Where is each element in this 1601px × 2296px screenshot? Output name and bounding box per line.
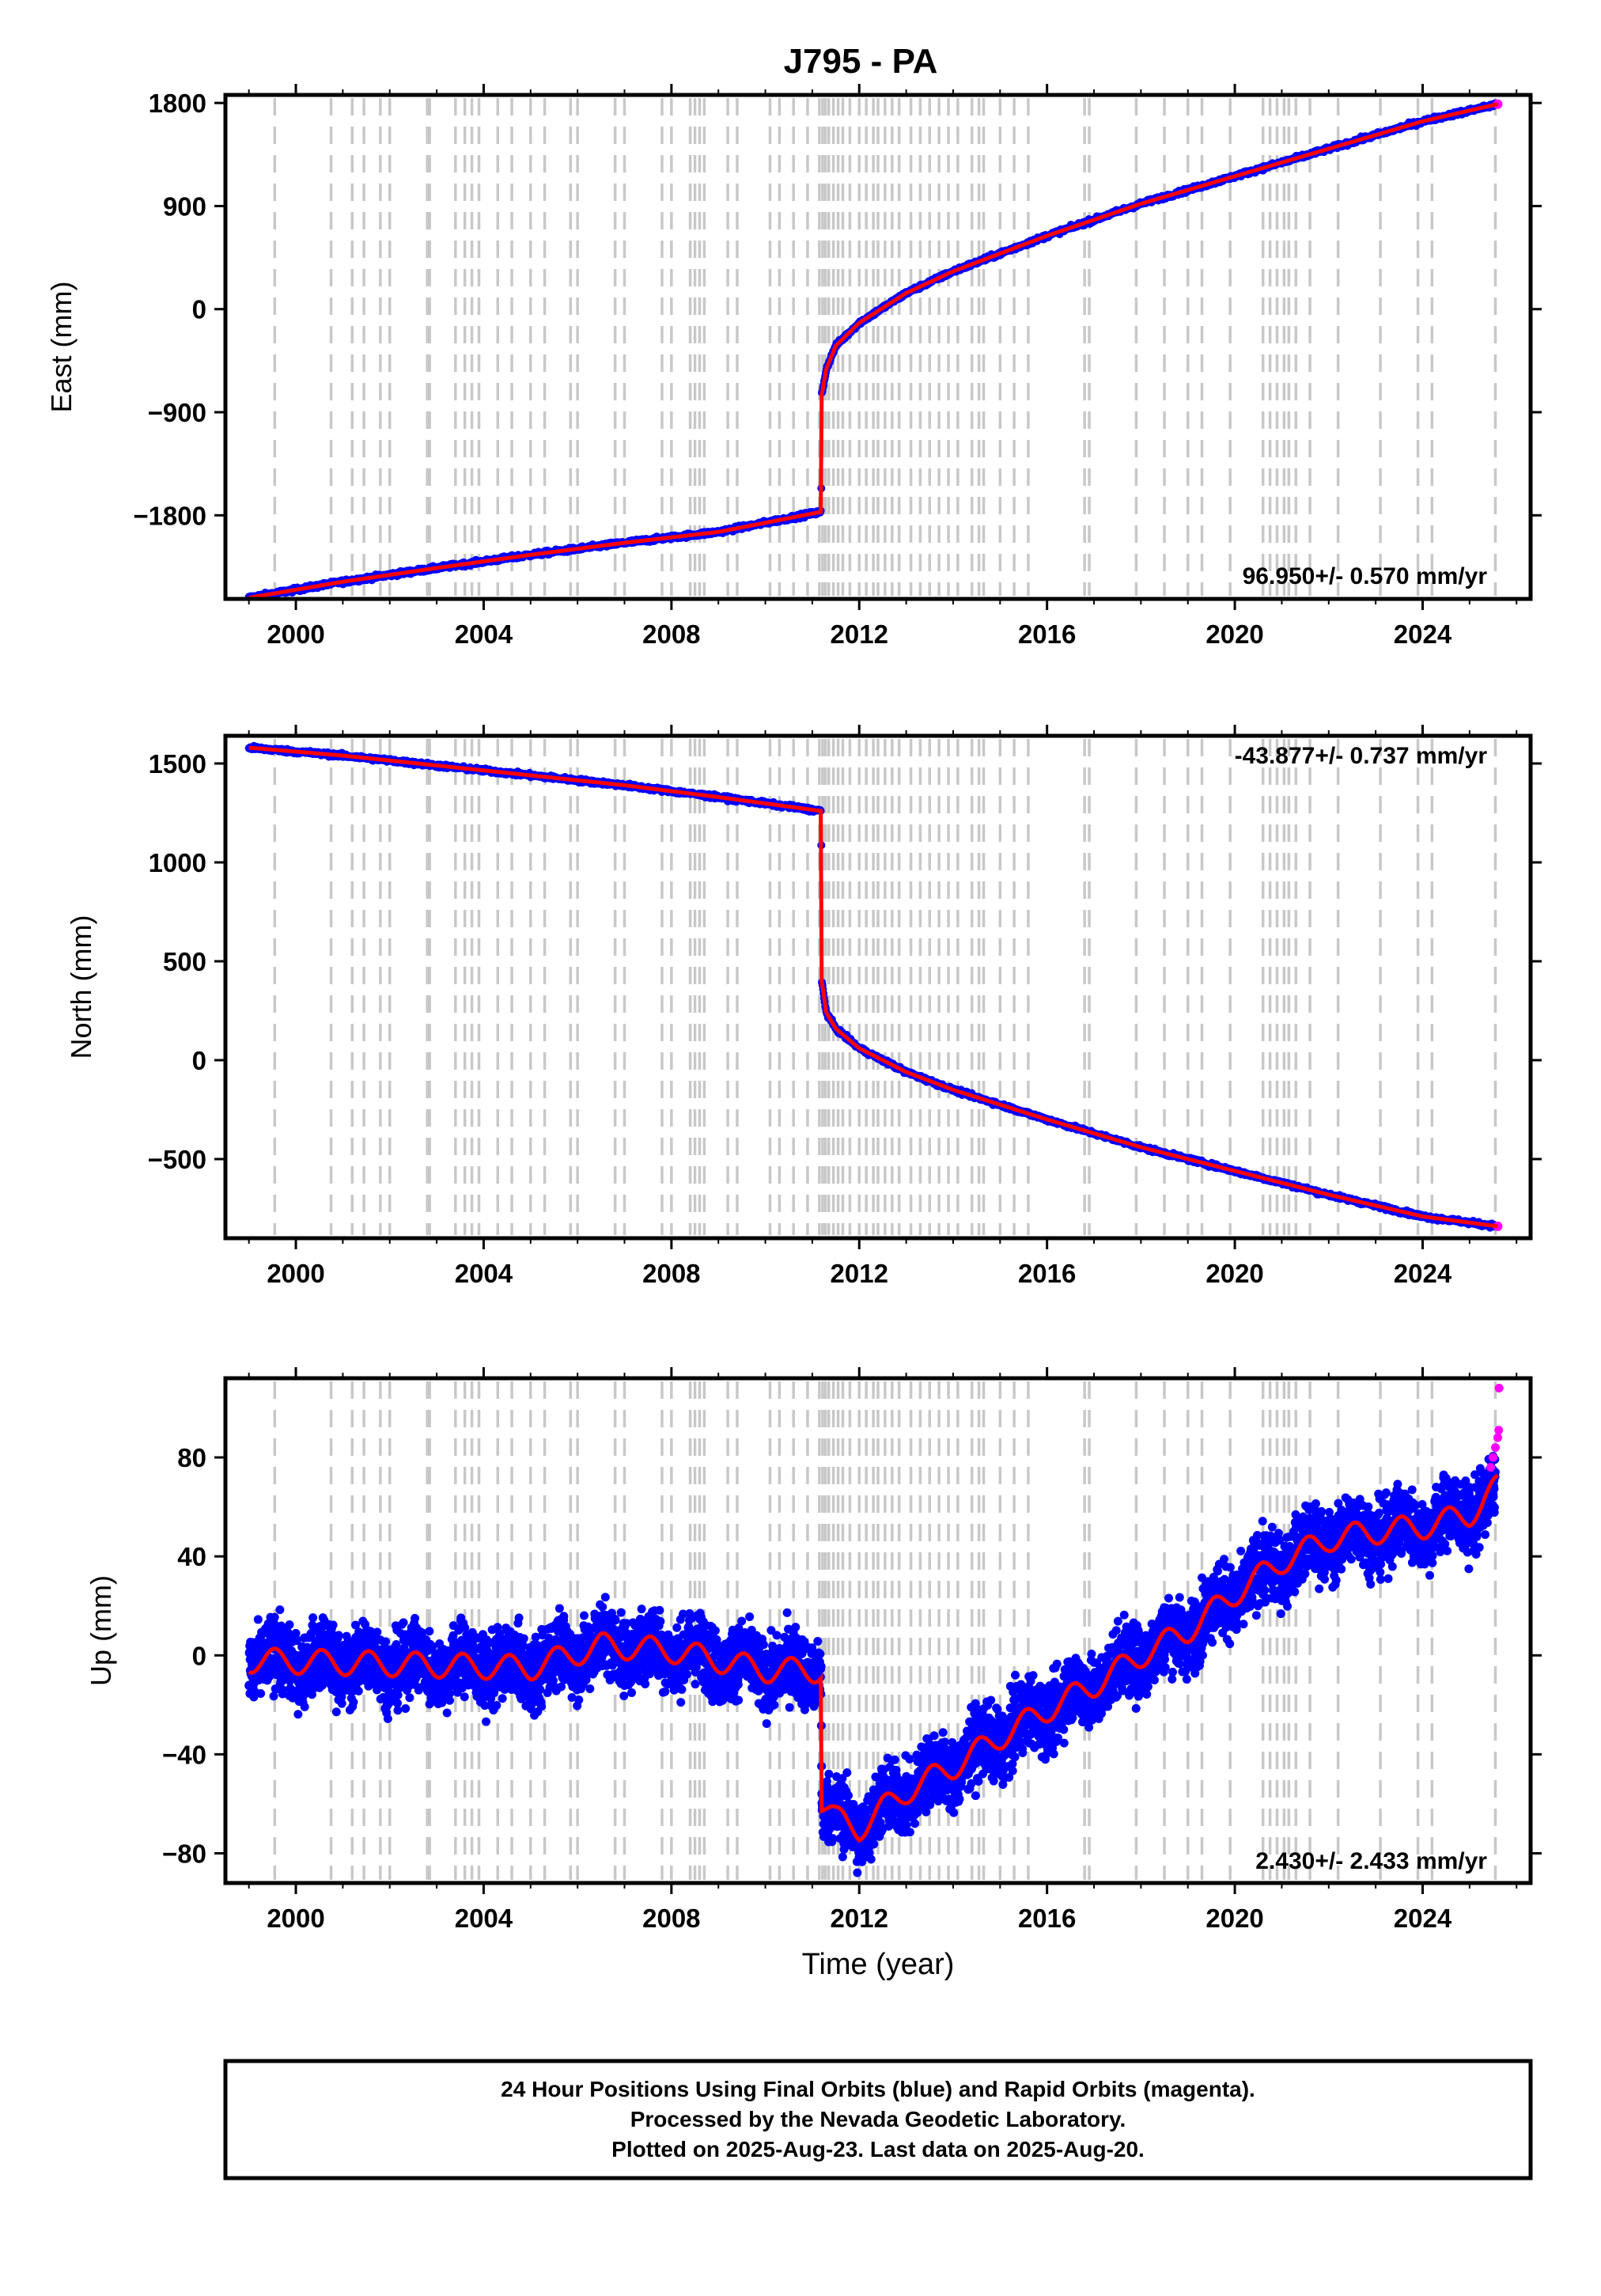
east-points bbox=[244, 99, 1503, 599]
east-frame bbox=[223, 93, 1533, 601]
figure-title: J795 - PA bbox=[784, 42, 938, 81]
north-xtick-label: 2012 bbox=[831, 1259, 888, 1288]
north-ytick-label: 500 bbox=[163, 947, 206, 976]
north-xtick-label: 2000 bbox=[267, 1259, 324, 1288]
north-ytick-label: 0 bbox=[192, 1046, 206, 1075]
east-y-axis-label: East (mm) bbox=[45, 282, 78, 413]
north-xtick-label: 2004 bbox=[455, 1259, 513, 1288]
east-xtick-label: 2024 bbox=[1394, 619, 1452, 649]
north-ytick-label: 1500 bbox=[149, 749, 206, 779]
north-xtick-label: 2016 bbox=[1018, 1259, 1076, 1288]
north-xtick-label: 2020 bbox=[1205, 1259, 1263, 1288]
east-xtick-label: 2016 bbox=[1018, 619, 1076, 649]
up-final-point bbox=[270, 1612, 279, 1622]
north-ytick-label: −500 bbox=[148, 1145, 206, 1174]
east-rate-label: 96.950+/- 0.570 mm/yr bbox=[1243, 563, 1488, 589]
east-xtick-label: 2000 bbox=[267, 619, 324, 649]
up-final-point bbox=[269, 1692, 278, 1701]
east-xtick-label: 2012 bbox=[831, 619, 888, 649]
up-final-point bbox=[256, 1688, 266, 1698]
north-rate-label: -43.877+/- 0.737 mm/yr bbox=[1235, 743, 1488, 769]
north-xtick-label: 2008 bbox=[642, 1259, 700, 1288]
up-final-point bbox=[253, 1615, 263, 1624]
east-ytick-label: 0 bbox=[192, 295, 206, 324]
north-points bbox=[244, 741, 1503, 1232]
east-ytick-label: 900 bbox=[163, 191, 206, 221]
north-xtick-label: 2024 bbox=[1394, 1259, 1452, 1288]
east-model-line bbox=[248, 102, 1499, 599]
up-points bbox=[244, 1384, 1504, 1877]
east-panel: 2000 2004 2008 2012 2016 2020 2024 1800 900 0 −900… bbox=[45, 84, 1542, 649]
east-xtick-label: 2020 bbox=[1205, 619, 1263, 649]
east-ytick-label: −900 bbox=[148, 398, 206, 427]
up-panel: 2000 2004 2008 2012 2016 2020 202480400−40−80U… bbox=[85, 1367, 1542, 1933]
north-ytick-label: 1000 bbox=[149, 848, 206, 877]
east-ytick-label: −1800 bbox=[133, 501, 206, 530]
east-xtick-label: 2008 bbox=[642, 619, 700, 649]
north-y-axis-label: North (mm) bbox=[65, 915, 97, 1059]
north-panel: 2000 2004 2008 2012 2016 2020 2024 1500 1000 500 0… bbox=[65, 725, 1542, 1288]
east-ytick-label: 1800 bbox=[149, 89, 206, 118]
east-xtick-label: 2004 bbox=[455, 619, 513, 649]
